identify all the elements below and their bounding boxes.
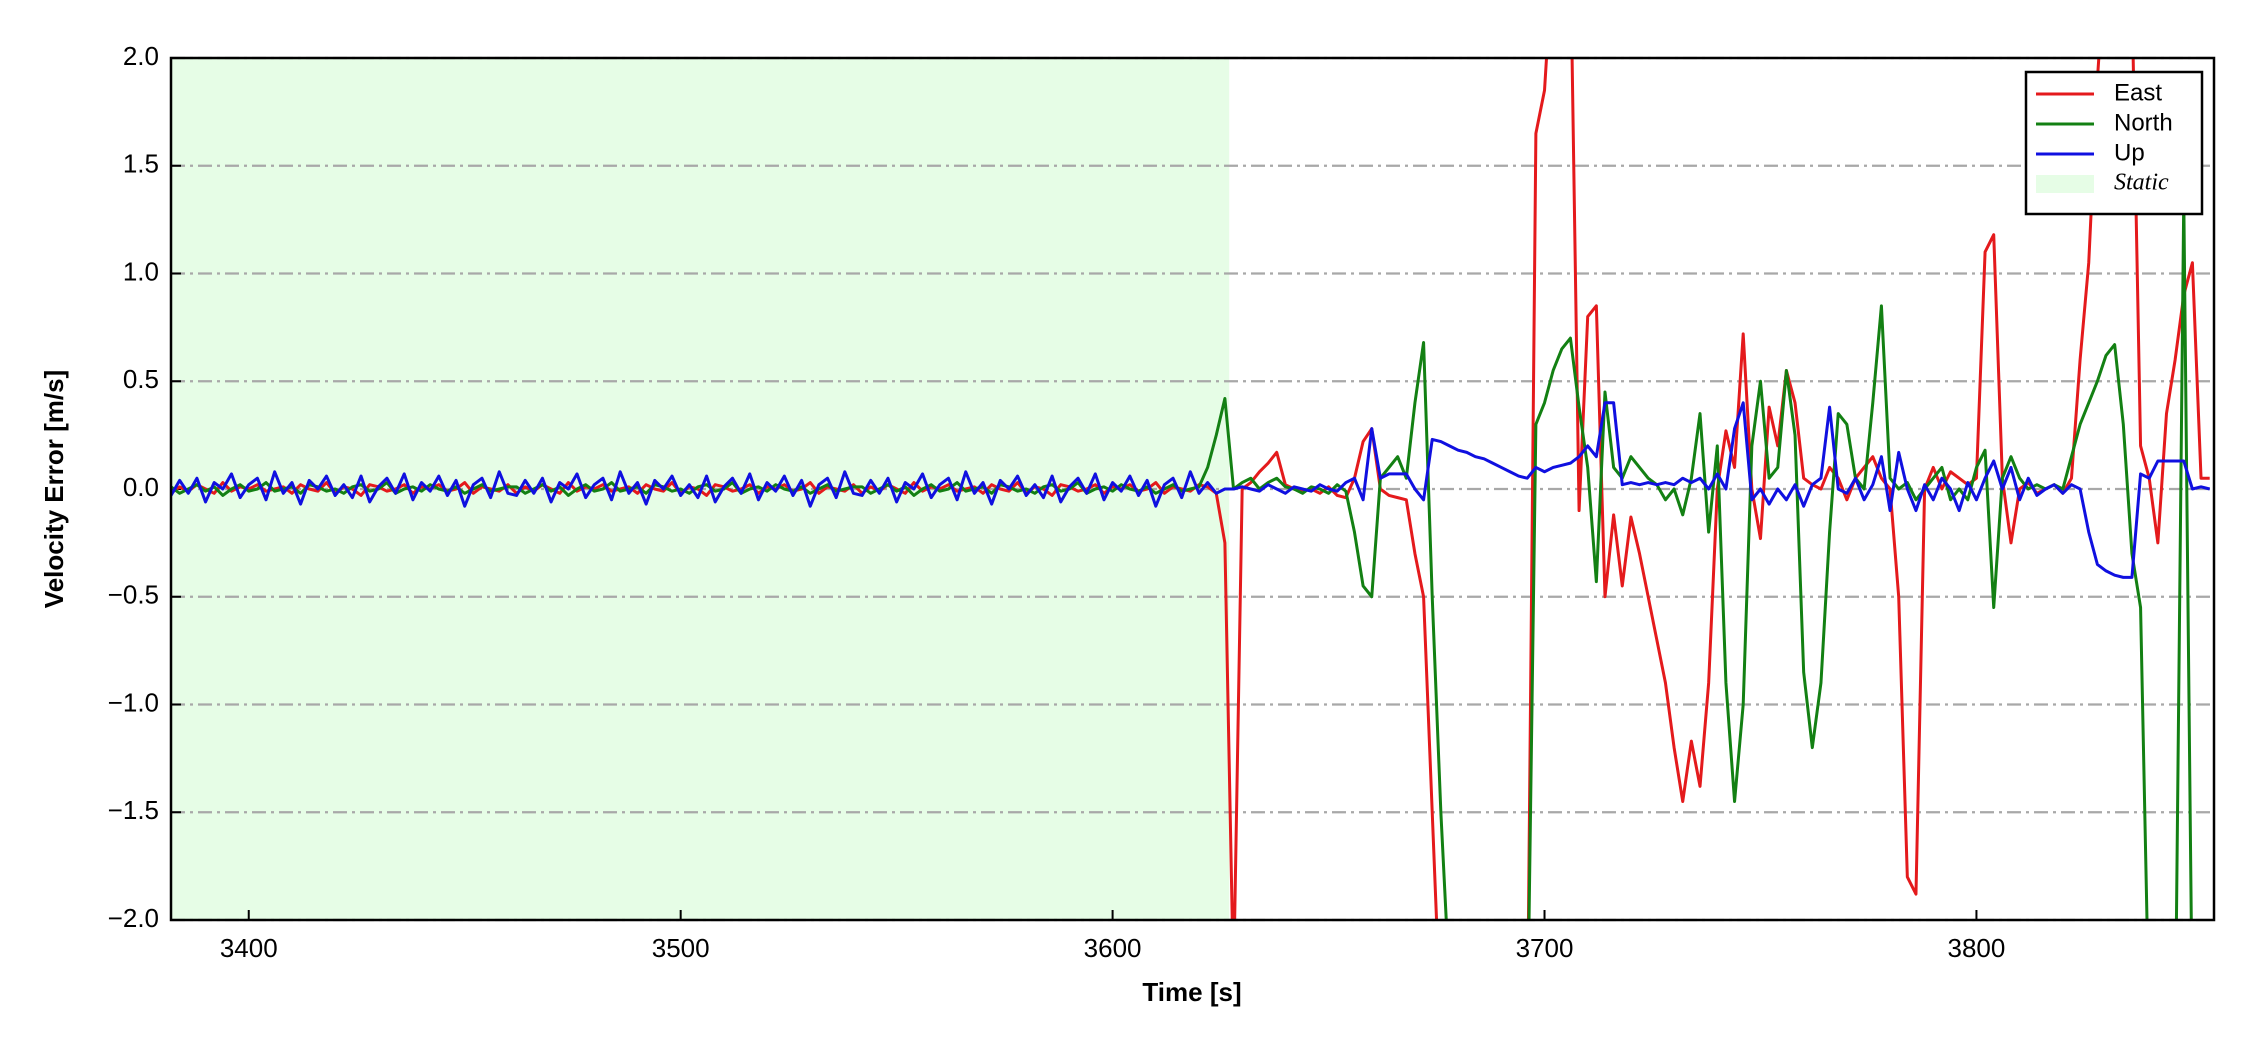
legend-label: Up — [2114, 139, 2145, 166]
data-line — [171, 196, 2193, 920]
y-tick-label: −0.5 — [108, 580, 159, 610]
legend-label: Static — [2114, 170, 2169, 196]
x-tick-label: 3800 — [1948, 933, 2006, 963]
y-tick-label: −1.0 — [108, 687, 159, 717]
y-axis-label: Velocity Error [m/s] — [39, 370, 69, 608]
legend-label: North — [2114, 109, 2173, 136]
y-tick-label: −2.0 — [108, 903, 159, 933]
y-tick-label: −1.5 — [108, 795, 159, 825]
data-line — [171, 401, 2211, 579]
x-tick-label: 3400 — [220, 933, 278, 963]
x-tick-label: 3500 — [652, 933, 710, 963]
plot-area — [171, 58, 2211, 920]
legend-label: East — [2114, 79, 2162, 106]
x-tick-label: 3700 — [1516, 933, 1574, 963]
y-tick-label: 2.0 — [123, 41, 159, 71]
x-tick-label: 3600 — [1084, 933, 1142, 963]
plot-frame — [169, 56, 2216, 922]
y-tick-label: 0.5 — [123, 364, 159, 394]
x-axis-label: Time [s] — [1142, 977, 1241, 1007]
y-tick-label: 1.5 — [123, 149, 159, 179]
legend-swatch — [2036, 175, 2094, 193]
y-tick-label: 1.0 — [123, 256, 159, 286]
y-tick-label: 0.0 — [123, 472, 159, 502]
